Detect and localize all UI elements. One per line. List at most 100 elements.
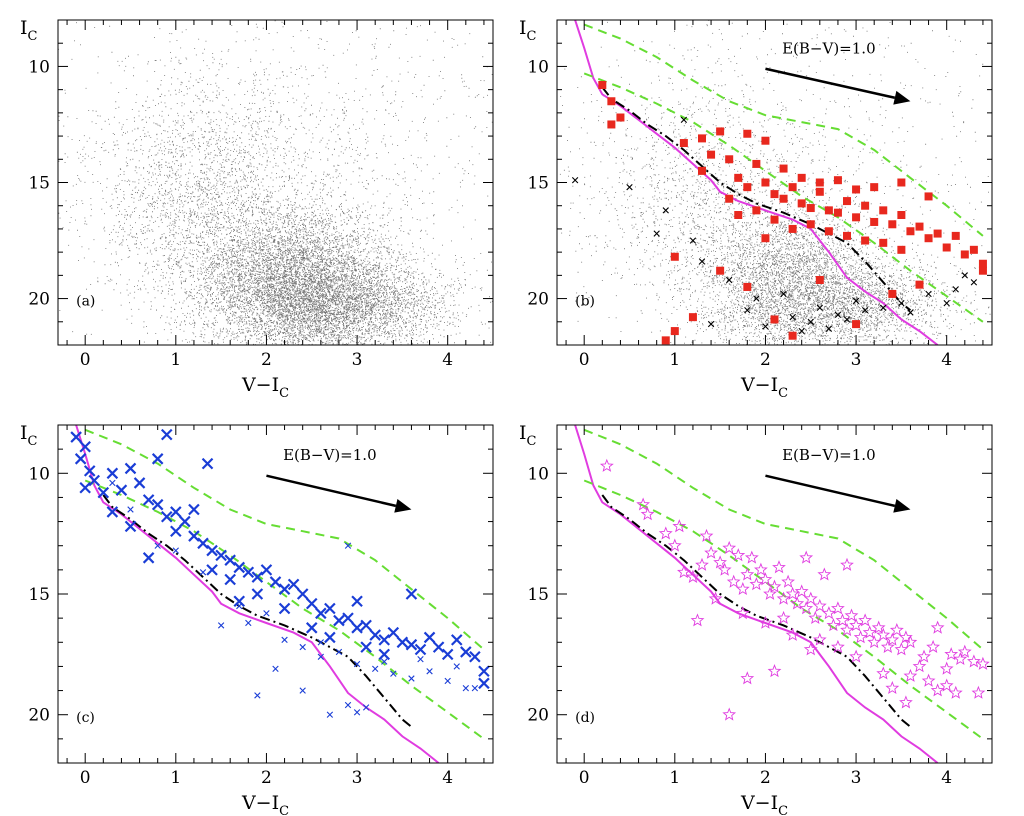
panel-label: (c) bbox=[76, 710, 95, 726]
point-star bbox=[817, 567, 832, 581]
point-cross bbox=[353, 709, 361, 716]
y-tick-label: 20 bbox=[527, 290, 549, 310]
point-cross bbox=[278, 602, 291, 615]
point-square bbox=[969, 245, 978, 254]
line-solid-magenta bbox=[574, 425, 939, 763]
point-square bbox=[725, 194, 734, 203]
point-cross bbox=[206, 544, 218, 557]
point-cross bbox=[898, 300, 905, 307]
point-cross bbox=[344, 701, 352, 709]
point-star bbox=[840, 622, 854, 637]
x-tick-label: 3 bbox=[352, 768, 363, 788]
point-square bbox=[707, 150, 716, 159]
point-cross bbox=[351, 622, 363, 634]
point-cross bbox=[236, 602, 243, 610]
point-square bbox=[761, 136, 770, 145]
point-star bbox=[889, 622, 904, 637]
point-cross bbox=[233, 595, 246, 608]
point-cross bbox=[381, 658, 388, 665]
point-cross bbox=[188, 503, 200, 516]
line-solid-magenta bbox=[574, 20, 939, 345]
point-star bbox=[699, 528, 714, 542]
point-cross bbox=[245, 619, 252, 627]
point-star bbox=[930, 683, 945, 697]
point-cross bbox=[362, 704, 370, 711]
point-cross bbox=[199, 569, 207, 576]
point-cross bbox=[251, 571, 264, 583]
point-cross bbox=[115, 484, 128, 496]
point-star bbox=[776, 610, 791, 625]
x-tick-label: 4 bbox=[941, 350, 952, 370]
point-square bbox=[770, 190, 779, 199]
point-cross bbox=[160, 510, 173, 523]
point-cross bbox=[460, 646, 472, 658]
point-star bbox=[686, 569, 700, 584]
x-tick-label: 2 bbox=[760, 350, 771, 370]
point-cross bbox=[344, 542, 352, 549]
y-tick-label: 15 bbox=[28, 585, 50, 605]
plot-area bbox=[574, 425, 990, 763]
point-star bbox=[672, 519, 687, 533]
point-cross bbox=[172, 547, 180, 554]
point-cross bbox=[405, 638, 418, 651]
point-square bbox=[897, 178, 906, 187]
point-star bbox=[772, 560, 786, 574]
point-cross bbox=[97, 486, 110, 499]
point-square bbox=[806, 204, 815, 213]
point-square bbox=[870, 217, 879, 226]
point-cross bbox=[689, 237, 697, 244]
point-square bbox=[670, 327, 679, 336]
point-square bbox=[942, 243, 951, 252]
point-square bbox=[688, 313, 697, 322]
point-cross bbox=[961, 272, 969, 279]
point-star bbox=[849, 618, 863, 632]
point-square bbox=[698, 166, 706, 175]
point-square bbox=[752, 206, 761, 215]
point-square bbox=[788, 331, 797, 340]
point-cross bbox=[807, 318, 814, 325]
point-star bbox=[903, 668, 918, 682]
point-cross bbox=[698, 258, 706, 265]
point-star bbox=[785, 586, 800, 600]
x-tick-label: 4 bbox=[941, 768, 952, 788]
point-cross bbox=[662, 207, 669, 214]
line-upper-band bbox=[583, 428, 984, 651]
point-square bbox=[788, 224, 797, 233]
point-cross bbox=[278, 583, 291, 595]
point-star bbox=[735, 606, 750, 620]
point-cross bbox=[317, 653, 325, 660]
point-star bbox=[767, 664, 782, 678]
point-cross bbox=[462, 684, 470, 692]
point-square bbox=[843, 231, 851, 240]
point-cross bbox=[215, 549, 227, 562]
point-cross bbox=[133, 477, 146, 489]
point-cross bbox=[417, 655, 424, 663]
point-square bbox=[725, 155, 734, 164]
point-square bbox=[788, 183, 797, 192]
point-square bbox=[770, 315, 779, 324]
x-tick-label: 2 bbox=[261, 350, 272, 370]
point-square bbox=[607, 97, 616, 106]
line-lower-band bbox=[84, 479, 485, 740]
point-square bbox=[806, 220, 815, 229]
point-star bbox=[740, 671, 755, 685]
point-square bbox=[815, 178, 824, 187]
x-tick-label: 0 bbox=[579, 350, 590, 370]
point-star bbox=[967, 654, 981, 668]
point-star bbox=[744, 550, 759, 564]
point-star bbox=[826, 618, 841, 632]
point-cross bbox=[789, 313, 796, 321]
point-cross bbox=[242, 566, 255, 579]
reddening-arrow-shaft bbox=[765, 67, 896, 99]
x-axis-label: V−IC bbox=[241, 792, 289, 816]
reddening-arrow-head bbox=[394, 499, 412, 513]
point-square bbox=[743, 282, 752, 291]
point-cross bbox=[224, 554, 236, 566]
point-square bbox=[915, 280, 924, 289]
point-star bbox=[885, 680, 900, 694]
point-square bbox=[879, 206, 888, 215]
point-square bbox=[870, 183, 879, 192]
point-cross bbox=[335, 648, 343, 656]
point-square bbox=[861, 201, 870, 210]
point-star bbox=[926, 639, 940, 654]
